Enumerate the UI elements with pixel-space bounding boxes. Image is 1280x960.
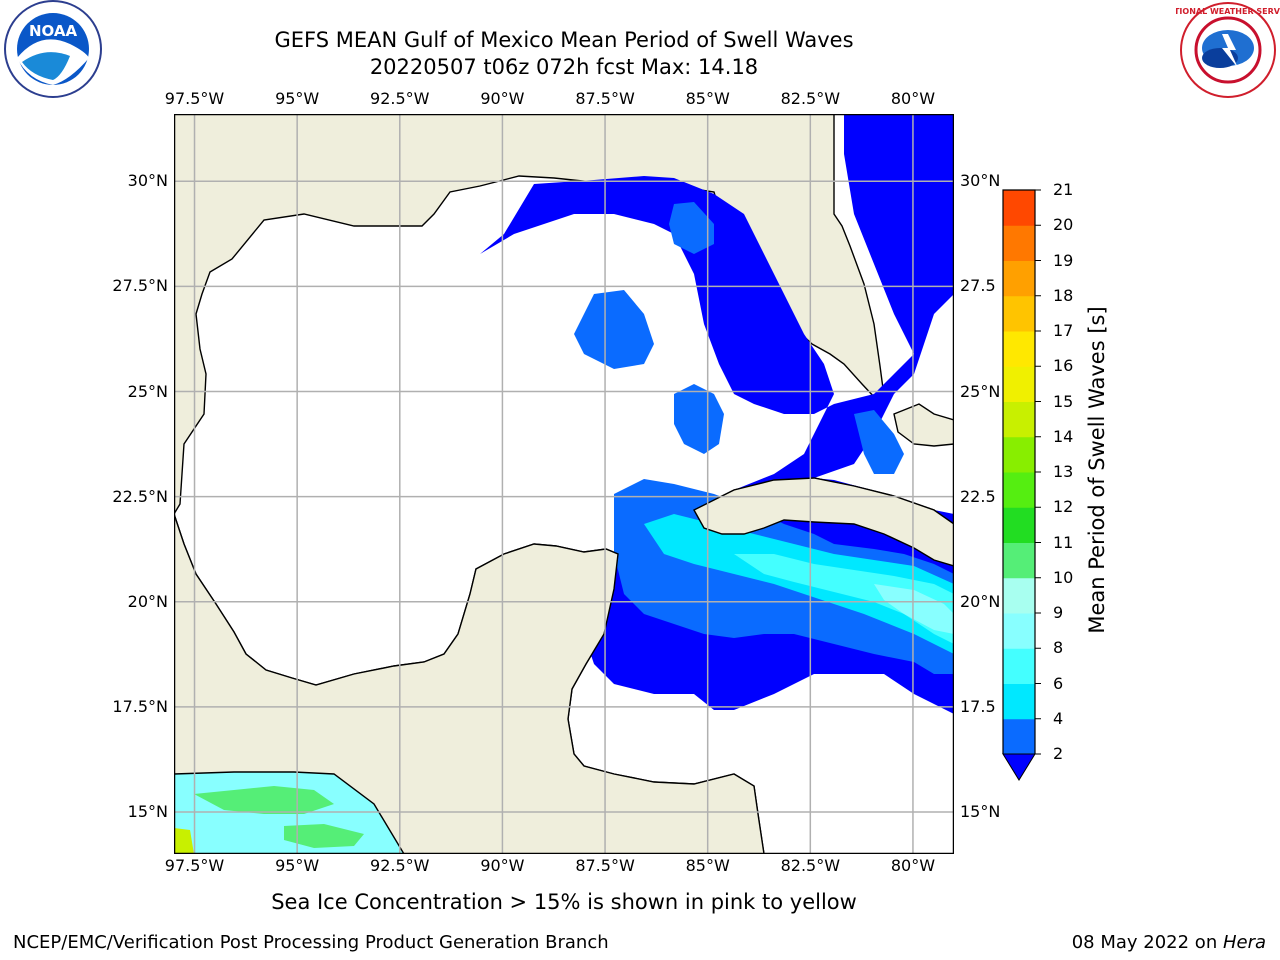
colorbar-label-12: 17 — [1053, 321, 1074, 340]
us-mainland — [174, 114, 885, 516]
colorbar-segment-11 — [1003, 331, 1035, 367]
lat-label-left-6: 15°N — [127, 801, 168, 821]
lon-label-top-3: 90°W — [480, 89, 525, 108]
colorbar-label-15: 20 — [1053, 215, 1074, 235]
lat-label-left-3: 22.5°N — [112, 486, 168, 506]
colorbar-label-11: 16 — [1053, 356, 1074, 376]
lat-label-right-0: 30°N — [960, 171, 1001, 191]
colorbar-segment-15 — [1003, 190, 1035, 226]
field-2-4s — [574, 202, 954, 674]
colorbar-segment-1 — [1003, 683, 1035, 720]
map-subtitle: 20220507 t06z 072h fcst Max: 14.18 — [369, 55, 759, 79]
bahamas-florida-keys — [893, 403, 954, 447]
field-4-6s — [644, 514, 954, 654]
colorbar-under-extension — [1002, 753, 1036, 781]
lat-label-left-4: 20°N — [127, 591, 168, 611]
swell-period-field — [174, 114, 954, 854]
pacific-9-10s — [194, 786, 364, 848]
lon-label-bottom-3: 90°W — [480, 856, 525, 875]
footer-date-text: 08 May 2022 on — [1071, 932, 1223, 953]
gulf-of-mexico-map — [174, 114, 954, 854]
colorbar-title: Mean Period of Swell Waves [s] — [1085, 306, 1109, 634]
colorbar-segment-12 — [1003, 295, 1035, 332]
colorbar-label-9: 14 — [1053, 426, 1074, 446]
svg-text:NATIONAL WEATHER SERVICE: NATIONAL WEATHER SERVICE — [1176, 7, 1280, 16]
lat-label-right-5: 17.5 — [960, 696, 996, 716]
colorbar-label-10: 15 — [1053, 391, 1074, 411]
lon-label-top-6: 82.5°W — [780, 89, 841, 108]
colorbar-label-14: 19 — [1053, 250, 1074, 270]
colorbar-segment-9 — [1003, 401, 1035, 438]
colorbar-segment-3 — [1003, 613, 1035, 649]
lat-label-left-0: 30°N — [127, 171, 168, 191]
footer-host: Hera — [1222, 932, 1266, 953]
colorbar-segment-2 — [1003, 648, 1035, 684]
field-8-9s — [874, 584, 954, 634]
lat-label-left-5: 17.5°N — [112, 696, 168, 716]
lon-label-top-1: 95°W — [275, 89, 320, 108]
lat-label-right-4: 20°N — [960, 591, 1001, 611]
colorbar-segment-5 — [1003, 542, 1035, 579]
noaa-logo: NOAA — [4, 0, 102, 98]
colorbar-segment-14 — [1003, 225, 1035, 261]
lat-label-right-2: 25°N — [960, 381, 1001, 401]
footer-credit: NCEP/EMC/Verification Post Processing Pr… — [13, 932, 609, 953]
map-title: GEFS MEAN Gulf of Mexico Mean Period of … — [274, 28, 854, 52]
colorbar-label-6: 11 — [1053, 532, 1074, 552]
lon-label-bottom-5: 85°W — [685, 856, 730, 875]
lon-label-bottom-0: 97.5°W — [164, 856, 225, 875]
lon-label-bottom-1: 95°W — [275, 856, 320, 875]
colorbar-label-2: 6 — [1053, 673, 1064, 693]
lon-label-top-0: 97.5°W — [164, 89, 225, 108]
colorbar-label-0: 2 — [1053, 744, 1064, 763]
lon-label-top-7: 80°W — [890, 89, 936, 108]
colorbar-label-4: 9 — [1053, 603, 1064, 622]
lon-label-top-4: 87.5°W — [575, 89, 635, 108]
national-weather-service-logo: NATIONAL WEATHER SERVICE — [1176, 2, 1280, 98]
colorbar-segment-0 — [1003, 718, 1035, 755]
colorbar-label-16: 21 — [1053, 180, 1074, 199]
map-frame — [174, 114, 954, 854]
colorbar-segment-4 — [1003, 577, 1035, 614]
colorbar-label-8: 13 — [1053, 462, 1074, 481]
colorbar-label-5: 10 — [1053, 567, 1074, 587]
pacific-12-13s — [174, 828, 194, 854]
colorbar-label-3: 8 — [1053, 638, 1064, 658]
colorbar-segment-6 — [1003, 507, 1035, 543]
colorbar — [1002, 189, 1041, 781]
colorbar-label-1: 4 — [1053, 708, 1064, 728]
lon-label-top-5: 85°W — [685, 89, 730, 108]
field-6-8s — [734, 554, 954, 644]
footer-date: 08 May 2022 on Hera — [1072, 932, 1266, 953]
colorbar-label-7: 12 — [1053, 497, 1074, 517]
lon-label-bottom-6: 82.5°W — [780, 856, 841, 875]
map-gridlines — [174, 114, 954, 854]
lat-label-right-1: 27.5 — [960, 276, 996, 296]
lon-label-bottom-4: 87.5°W — [575, 856, 635, 875]
colorbar-segment-13 — [1003, 260, 1035, 297]
lat-label-left-2: 25°N — [127, 381, 168, 401]
colorbar-label-13: 18 — [1053, 285, 1074, 305]
lon-label-top-2: 92.5°W — [370, 89, 430, 108]
colorbar-segment-10 — [1003, 366, 1035, 402]
colorbar-segment-8 — [1003, 436, 1035, 473]
lon-label-bottom-7: 80°W — [890, 856, 936, 875]
svg-text:NOAA: NOAA — [29, 22, 78, 40]
lat-label-right-6: 15°N — [960, 801, 1001, 821]
coastline — [174, 477, 954, 854]
lat-label-left-1: 27.5°N — [112, 276, 168, 296]
lon-label-bottom-2: 92.5°W — [370, 856, 430, 875]
colorbar-segment-7 — [1003, 472, 1035, 508]
lat-label-right-3: 22.5 — [960, 486, 996, 506]
sea-ice-note: Sea Ice Concentration > 15% is shown in … — [271, 890, 857, 914]
